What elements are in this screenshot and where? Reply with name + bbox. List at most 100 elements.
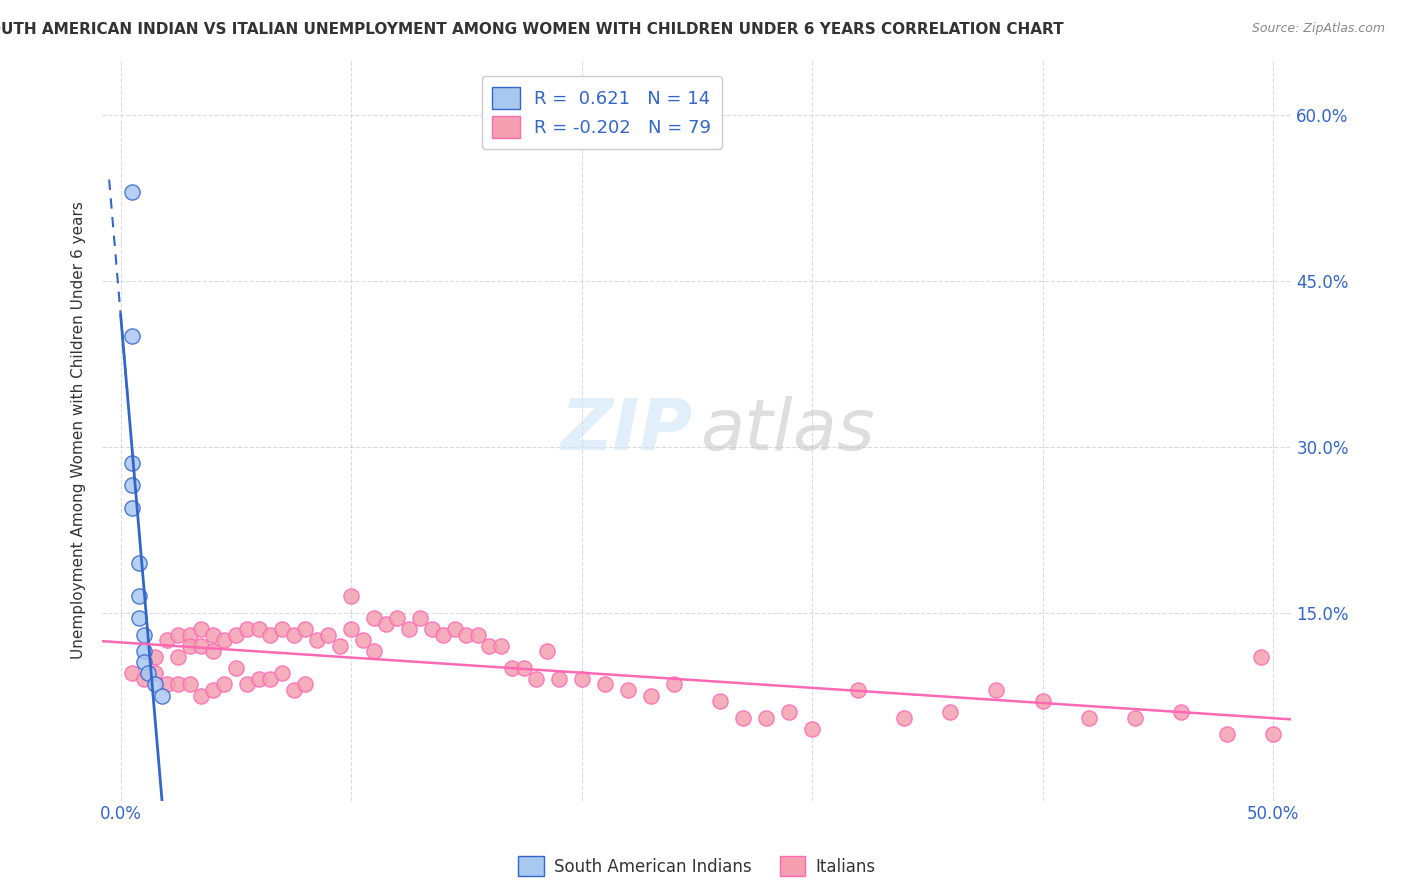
Point: [662, 677, 685, 691]
Point: [489, 639, 512, 653]
Point: [150, 689, 173, 703]
Text: SOUTH AMERICAN INDIAN VS ITALIAN UNEMPLOYMENT AMONG WOMEN WITH CHILDREN UNDER 6 : SOUTH AMERICAN INDIAN VS ITALIAN UNEMPLO…: [0, 22, 1063, 37]
Point: [571, 672, 593, 686]
Point: [294, 622, 316, 636]
Point: [259, 628, 281, 642]
Point: [167, 628, 190, 642]
Point: [536, 644, 558, 658]
Point: [121, 329, 143, 343]
Point: [778, 705, 800, 719]
Point: [1216, 727, 1239, 741]
Point: [1170, 705, 1192, 719]
Point: [121, 666, 143, 681]
Point: [939, 705, 962, 719]
Point: [247, 672, 270, 686]
Point: [236, 677, 259, 691]
Legend: R =  0.621   N = 14, R = -0.202   N = 79: R = 0.621 N = 14, R = -0.202 N = 79: [482, 76, 721, 149]
Point: [136, 666, 159, 681]
Point: [236, 622, 259, 636]
Point: [524, 672, 547, 686]
Point: [132, 672, 155, 686]
Point: [363, 644, 385, 658]
Point: [225, 628, 247, 642]
Point: [121, 186, 143, 200]
Point: [271, 666, 294, 681]
Point: [121, 478, 143, 492]
Point: [283, 683, 305, 698]
Text: ZIP: ZIP: [561, 396, 693, 465]
Text: Italians: Italians: [815, 858, 876, 876]
Point: [143, 649, 166, 664]
Point: [432, 628, 454, 642]
Point: [616, 683, 638, 698]
Point: [443, 622, 465, 636]
Point: [201, 644, 224, 658]
Point: [801, 722, 824, 736]
Point: [156, 677, 179, 691]
Point: [179, 677, 201, 691]
Point: [547, 672, 569, 686]
Point: [143, 666, 166, 681]
Point: [190, 622, 212, 636]
Point: [352, 633, 374, 648]
Point: [1077, 711, 1099, 725]
Text: Source: ZipAtlas.com: Source: ZipAtlas.com: [1251, 22, 1385, 36]
Text: South American Indians: South American Indians: [554, 858, 751, 876]
Point: [409, 611, 432, 625]
Point: [259, 672, 281, 686]
Point: [1123, 711, 1146, 725]
Point: [143, 677, 166, 691]
Point: [179, 628, 201, 642]
Point: [271, 622, 294, 636]
Point: [156, 633, 179, 648]
Point: [709, 694, 731, 708]
Point: [420, 622, 443, 636]
Point: [986, 683, 1008, 698]
Point: [128, 556, 150, 570]
Point: [132, 628, 155, 642]
Y-axis label: Unemployment Among Women with Children Under 6 years: Unemployment Among Women with Children U…: [72, 202, 86, 659]
Point: [593, 677, 616, 691]
Point: [201, 628, 224, 642]
Point: [640, 689, 662, 703]
Point: [374, 616, 396, 631]
Point: [128, 611, 150, 625]
Point: [305, 633, 328, 648]
Point: [316, 628, 339, 642]
Point: [201, 683, 224, 698]
Point: [167, 649, 190, 664]
Point: [128, 589, 150, 603]
Point: [846, 683, 869, 698]
Point: [398, 622, 420, 636]
Point: [214, 677, 236, 691]
Point: [501, 661, 523, 675]
Point: [329, 639, 352, 653]
Point: [283, 628, 305, 642]
Point: [190, 689, 212, 703]
Point: [340, 589, 363, 603]
Point: [513, 661, 536, 675]
Point: [179, 639, 201, 653]
Point: [363, 611, 385, 625]
Point: [1250, 649, 1272, 664]
Point: [247, 622, 270, 636]
Point: [1261, 727, 1284, 741]
Text: atlas: atlas: [700, 396, 875, 465]
Point: [340, 622, 363, 636]
Point: [225, 661, 247, 675]
Point: [214, 633, 236, 648]
Point: [1031, 694, 1053, 708]
Point: [190, 639, 212, 653]
Point: [121, 456, 143, 470]
Point: [294, 677, 316, 691]
Point: [167, 677, 190, 691]
Point: [121, 500, 143, 515]
Point: [132, 656, 155, 670]
Point: [467, 628, 489, 642]
Point: [387, 611, 409, 625]
Point: [132, 644, 155, 658]
Point: [456, 628, 478, 642]
Point: [478, 639, 501, 653]
Point: [893, 711, 915, 725]
Point: [731, 711, 754, 725]
